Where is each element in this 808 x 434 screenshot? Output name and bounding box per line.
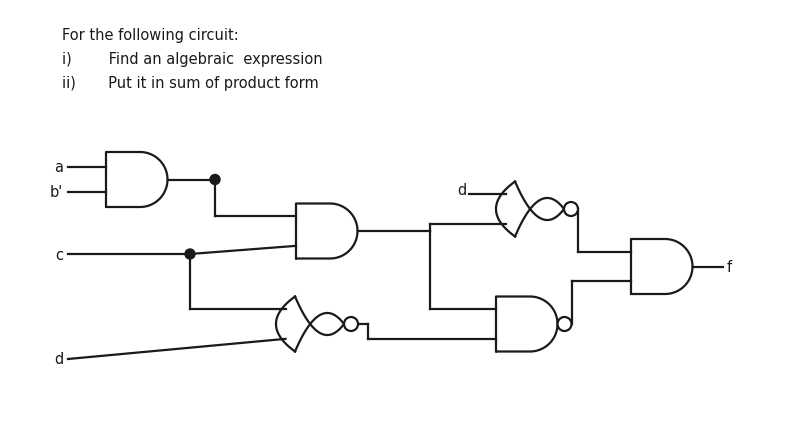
Circle shape xyxy=(344,317,358,331)
Circle shape xyxy=(564,203,578,217)
Text: f: f xyxy=(726,260,731,274)
Text: For the following circuit:: For the following circuit: xyxy=(62,28,238,43)
Text: a: a xyxy=(54,160,63,175)
Circle shape xyxy=(185,250,195,260)
Circle shape xyxy=(210,175,220,185)
Text: d: d xyxy=(54,352,63,367)
Text: c: c xyxy=(55,247,63,262)
Circle shape xyxy=(558,317,571,331)
Text: ii)       Put it in sum of product form: ii) Put it in sum of product form xyxy=(62,76,318,91)
Text: b': b' xyxy=(50,185,63,200)
Text: i)        Find an algebraic  expression: i) Find an algebraic expression xyxy=(62,52,322,67)
Text: d: d xyxy=(457,182,466,197)
